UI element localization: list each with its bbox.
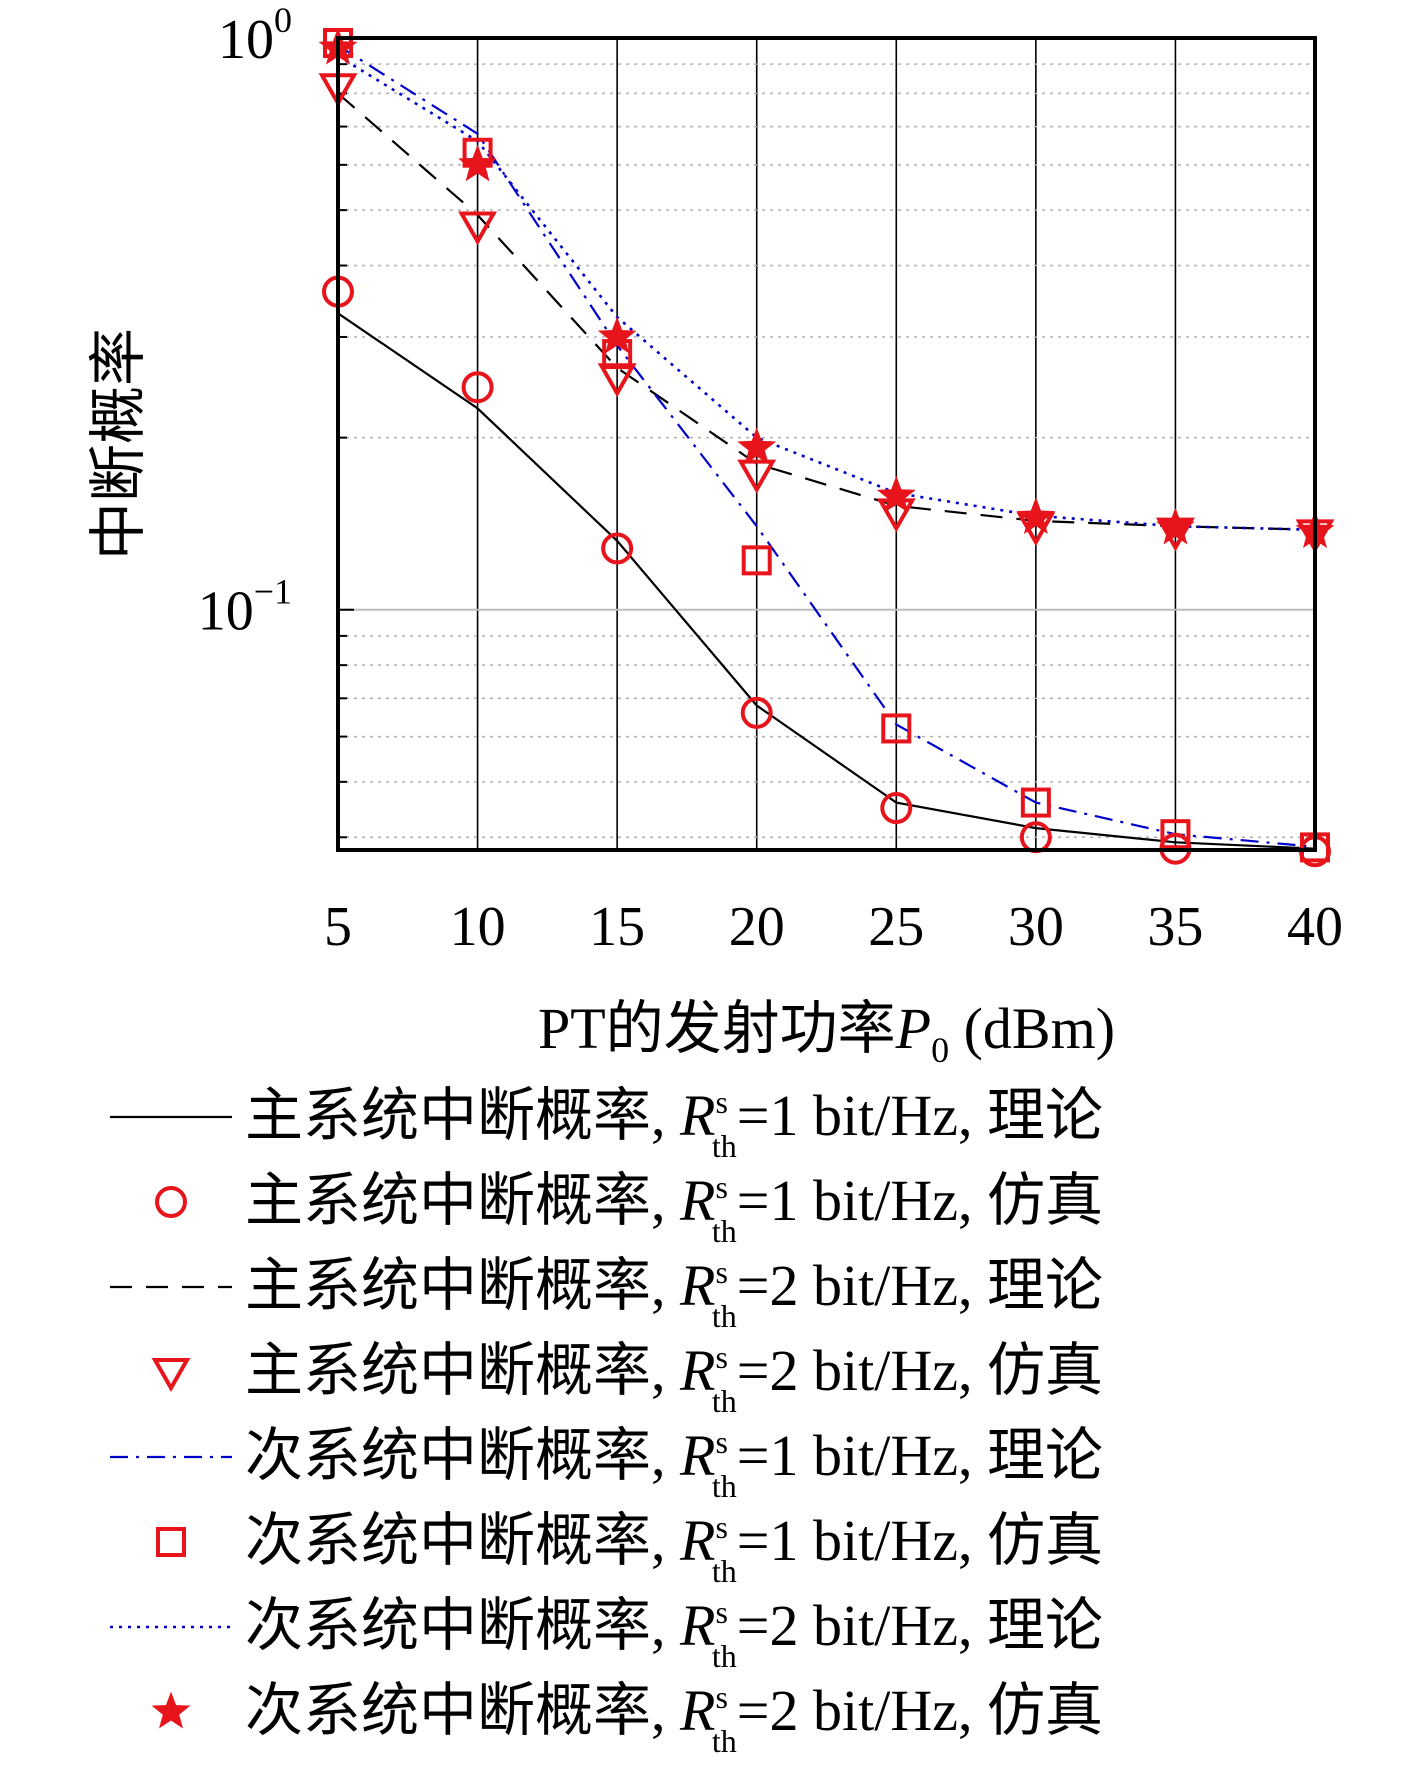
- series-line-6: [337, 54, 1316, 532]
- y-tick-labels: 100 10−1: [198, 0, 292, 643]
- legend-label: 次系统中断概率, Rs th=2 bit/Hz, 理论: [245, 1593, 1103, 1674]
- series-7-point: [458, 144, 497, 182]
- legend-label: 主系统中断概率, Rs th=2 bit/Hz, 理论: [245, 1253, 1103, 1334]
- series-3-point: [737, 459, 777, 494]
- x-tick-label: 35: [1147, 896, 1203, 958]
- legend-marker-swatch: [156, 1527, 186, 1557]
- legend-entry: 主系统中断概率, Rs th=2 bit/Hz, 理论: [110, 1253, 1103, 1334]
- series-7-point: [737, 427, 777, 465]
- legend-entry: 次系统中断概率, Rs th=1 bit/Hz, 仿真: [156, 1508, 1103, 1589]
- legend-marker-swatch: [155, 1186, 187, 1218]
- series-7-point: [876, 475, 916, 513]
- legend-label: 次系统中断概率, Rs th=1 bit/Hz, 理论: [245, 1423, 1103, 1504]
- legend-entry: 次系统中断概率, Rs th=2 bit/Hz, 理论: [110, 1593, 1103, 1674]
- legend-marker-swatch: [151, 1691, 191, 1729]
- series-1-point: [601, 532, 634, 565]
- legend-entry: 次系统中断概率, Rs th=1 bit/Hz, 理论: [110, 1423, 1103, 1504]
- legend-entry: 主系统中断概率, Rs th=2 bit/Hz, 仿真: [151, 1338, 1103, 1419]
- series-7-point: [1016, 497, 1056, 535]
- series-1-point: [880, 792, 913, 825]
- x-tick-label: 10: [450, 896, 506, 958]
- series-5-point: [1020, 787, 1051, 818]
- y-tick-label: 100: [218, 0, 292, 71]
- y-axis-label: 中断概率: [84, 328, 152, 560]
- series-7-point: [597, 316, 637, 354]
- series-1-point: [740, 696, 773, 729]
- x-tick-label: 5: [324, 896, 352, 958]
- series-3-point: [458, 211, 498, 246]
- x-tick-label: 15: [589, 896, 645, 958]
- legend-label: 次系统中断概率, Rs th=1 bit/Hz, 仿真: [245, 1508, 1103, 1589]
- series-line-4: [337, 44, 1316, 848]
- legend-entry: 主系统中断概率, Rs th=1 bit/Hz, 仿真: [155, 1168, 1103, 1249]
- x-tick-label: 30: [1008, 896, 1064, 958]
- x-tick-label: 25: [868, 896, 924, 958]
- legend-entry: 主系统中断概率, Rs th=1 bit/Hz, 理论: [110, 1083, 1103, 1164]
- x-tick-label: 20: [729, 896, 785, 958]
- series-5-point: [881, 713, 912, 744]
- legend-label: 主系统中断概率, Rs th=1 bit/Hz, 仿真: [245, 1168, 1103, 1249]
- legend-label: 主系统中断概率, Rs th=1 bit/Hz, 理论: [245, 1083, 1103, 1164]
- y-tick-label: 10−1: [198, 572, 292, 643]
- plot-frame: [336, 36, 1317, 852]
- series-line-2: [337, 92, 1316, 531]
- series-line-0: [337, 312, 1316, 850]
- series-5-point: [741, 545, 772, 576]
- series-1-point: [461, 371, 494, 404]
- series-5-point: [1160, 819, 1191, 850]
- legend-label: 主系统中断概率, Rs th=2 bit/Hz, 仿真: [245, 1338, 1103, 1419]
- series-7-point: [1156, 507, 1195, 545]
- series-markers: [318, 27, 1335, 868]
- x-tick-label: 40: [1287, 896, 1343, 958]
- legend-label: 次系统中断概率, Rs th=2 bit/Hz, 仿真: [245, 1678, 1103, 1759]
- series-lines: [337, 44, 1316, 850]
- x-axis-label: PT的发射功率P0 (dBm): [538, 996, 1115, 1070]
- x-tick-labels: 5 10 15 20 25 30 35 40: [324, 896, 1343, 958]
- legend-entry: 次系统中断概率, Rs th=2 bit/Hz, 仿真: [151, 1678, 1103, 1759]
- legend-marker-swatch: [151, 1358, 191, 1393]
